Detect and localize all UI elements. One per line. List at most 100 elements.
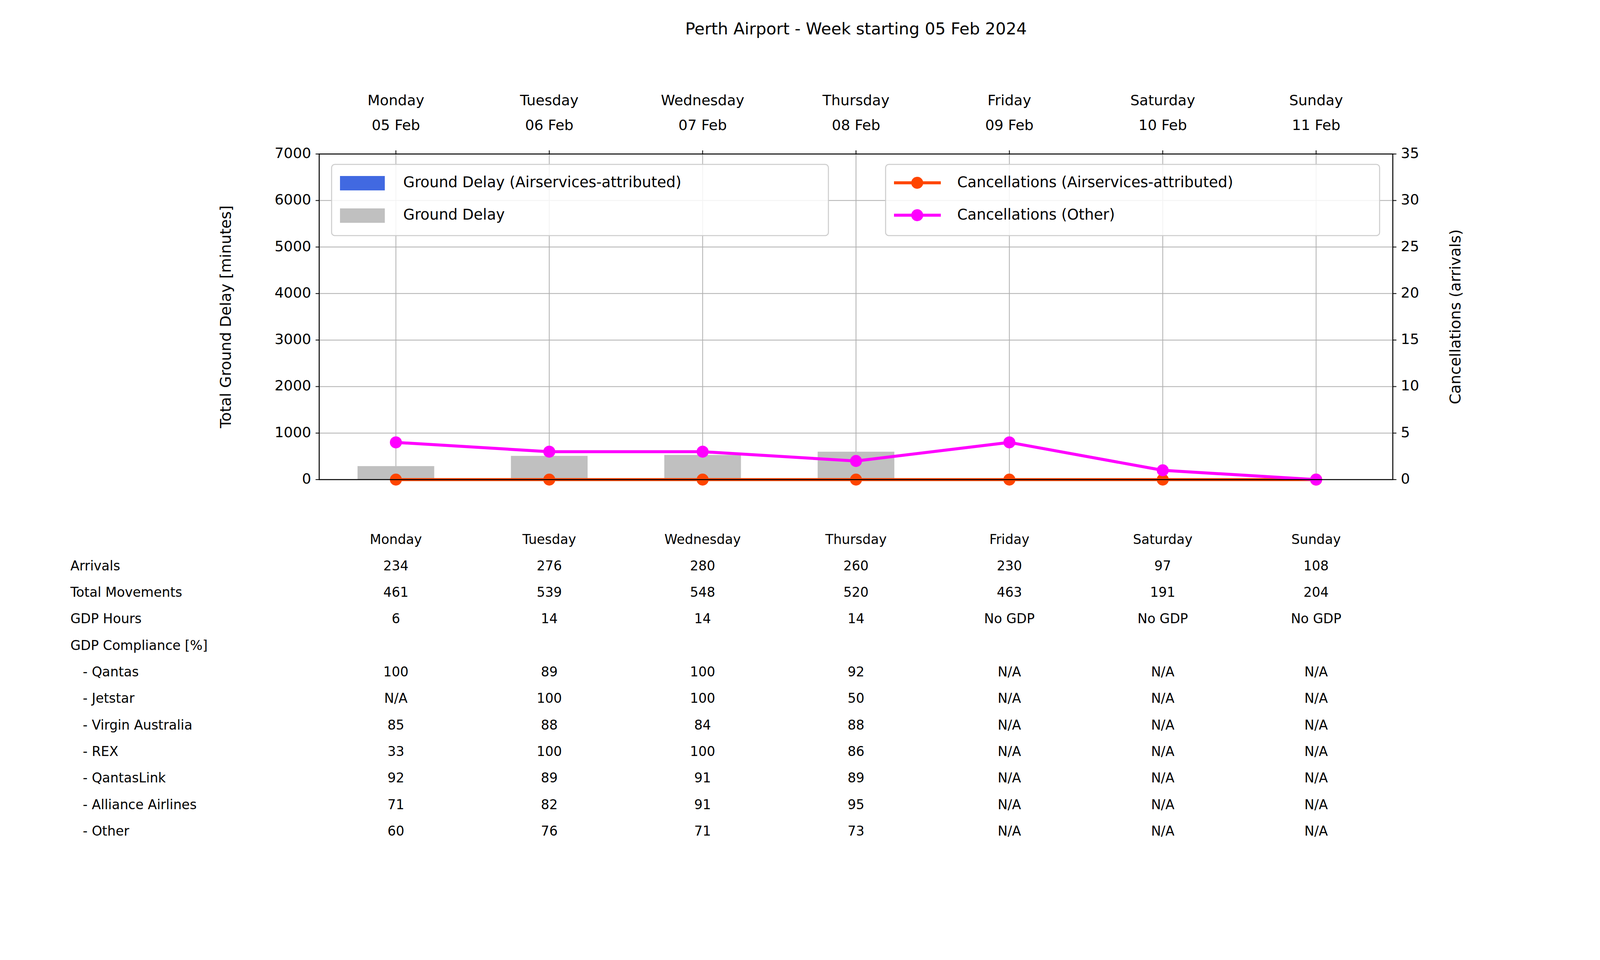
table-cell: 6 (391, 610, 400, 627)
legend-marker (911, 209, 924, 222)
table-cell: N/A (1304, 796, 1328, 813)
legend: Ground Delay (Airservices-attributed)Gro… (331, 164, 829, 236)
table-cell: N/A (1304, 823, 1328, 839)
marker (1156, 464, 1169, 477)
tick-label-line: 10 Feb (1138, 116, 1187, 134)
tick-label-line: Sunday (1289, 92, 1344, 109)
table-header: Monday (370, 531, 422, 548)
tick (1392, 153, 1397, 155)
table-cell: 60 (387, 823, 405, 839)
axis-label: Total Ground Delay [minutes] (216, 205, 235, 429)
tick (395, 150, 397, 154)
table-cell: N/A (997, 690, 1022, 706)
tick-label: 5000 (274, 238, 312, 255)
table-cell: 100 (690, 690, 716, 706)
table-cell: 463 (996, 584, 1022, 600)
table-cell: 91 (694, 770, 712, 786)
tick (315, 339, 320, 341)
legend: Cancellations (Airservices-attributed)Ca… (885, 164, 1380, 236)
marker (1003, 436, 1016, 449)
table-cell: 71 (694, 823, 712, 839)
tick (1008, 150, 1010, 154)
tick-label: 5 (1400, 424, 1410, 441)
tick-label: 7000 (274, 144, 312, 162)
table-cell: N/A (1304, 717, 1328, 733)
tick-label: 35 (1400, 144, 1420, 162)
tick-label: 6000 (274, 191, 312, 208)
row-label: - Qantas (82, 664, 139, 680)
table-cell: N/A (997, 743, 1022, 760)
line (396, 442, 1317, 480)
grid-line (855, 154, 857, 480)
table-cell: 280 (690, 558, 716, 574)
table-cell: 108 (1303, 558, 1329, 574)
tick (315, 293, 320, 294)
table-cell: No GDP (984, 610, 1035, 627)
table-cell: 276 (536, 558, 562, 574)
tick (1392, 479, 1397, 480)
tick (1392, 339, 1397, 341)
table-cell: N/A (997, 717, 1022, 733)
table-cell: 71 (387, 796, 405, 813)
tick-label-line: 07 Feb (678, 116, 727, 134)
tick (1162, 150, 1164, 154)
table-cell: 100 (383, 664, 409, 680)
table-cell: 89 (847, 770, 865, 786)
table-cell: N/A (1304, 664, 1328, 680)
table-cell: 88 (847, 717, 865, 733)
table-cell: No GDP (1290, 610, 1342, 627)
tick-label-line: Wednesday (660, 92, 744, 109)
tick (548, 150, 550, 154)
table-header: Sunday (1291, 531, 1341, 548)
table-cell: 95 (847, 796, 865, 813)
marker (390, 436, 402, 449)
tick (315, 246, 320, 248)
tick (1392, 432, 1397, 434)
tick-label: Wednesday 07 Feb (660, 92, 744, 134)
table-cell: 97 (1154, 558, 1172, 574)
table-cell: N/A (1151, 664, 1175, 680)
table-cell: N/A (997, 770, 1022, 786)
table-cell: 234 (383, 558, 409, 574)
table-cell: N/A (997, 823, 1022, 839)
tick-label-line: Tuesday (519, 92, 579, 109)
row-label: - REX (82, 743, 119, 760)
tick (315, 153, 320, 155)
tick (855, 150, 857, 154)
table-cell: 86 (847, 743, 865, 760)
tick-label: 0 (1400, 470, 1410, 487)
tick-label-line: Saturday (1130, 92, 1196, 109)
tick-label: 2000 (274, 377, 312, 394)
tick-label-line: Friday (987, 92, 1032, 109)
tick (702, 150, 704, 154)
table-cell: 92 (847, 664, 865, 680)
legend-label: Cancellations (Airservices-attributed) (957, 173, 1234, 191)
tick-label: Saturday 10 Feb (1130, 92, 1196, 134)
table-cell: 100 (536, 690, 562, 706)
row-label: - QantasLink (82, 770, 166, 786)
table-cell: 230 (996, 558, 1022, 574)
legend-swatch (340, 208, 385, 223)
table-header: Wednesday (664, 531, 741, 548)
title: Perth Airport - Week starting 05 Feb 202… (685, 19, 1027, 39)
table-cell: 73 (847, 823, 865, 839)
table-cell: 85 (387, 717, 405, 733)
legend-box (331, 164, 829, 236)
tick-label: Monday05 Feb (367, 92, 425, 134)
table-cell: N/A (1151, 823, 1175, 839)
table-cell: 33 (387, 743, 405, 760)
tick-label: 4000 (274, 284, 312, 301)
table-cell: N/A (997, 796, 1022, 813)
table-cell: 100 (690, 664, 716, 680)
tick-label: 30 (1400, 191, 1420, 208)
table-cell: 191 (1150, 584, 1176, 600)
table-cell: 89 (540, 664, 558, 680)
table-cell: N/A (1151, 770, 1175, 786)
row-label: Arrivals (70, 558, 120, 574)
row-label: Total Movements (70, 584, 183, 600)
tick-label: 0 (302, 470, 312, 487)
tick (1392, 246, 1397, 248)
table-cell: 14 (540, 610, 558, 627)
tick-label: 25 (1400, 238, 1420, 255)
legend-label: Ground Delay (403, 206, 505, 224)
